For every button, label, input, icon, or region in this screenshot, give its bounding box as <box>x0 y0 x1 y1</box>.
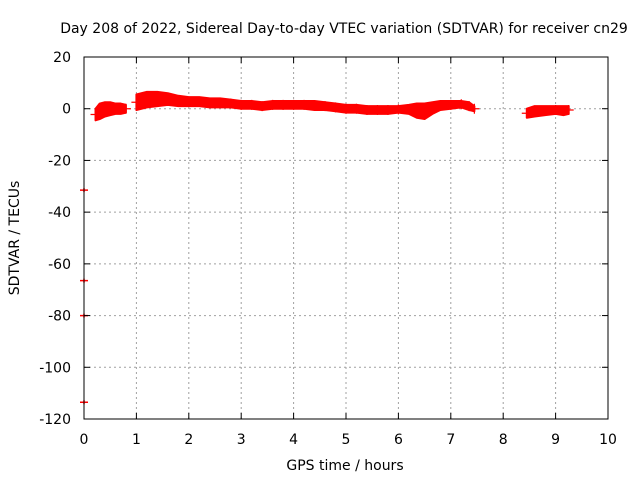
x-tick-label: 7 <box>446 432 455 448</box>
data-point <box>288 99 299 110</box>
y-tick-label: 0 <box>62 102 71 118</box>
x-tick-label: 8 <box>499 432 508 448</box>
data-point <box>246 99 257 110</box>
chart-title: Day 208 of 2022, Sidereal Day-to-day VTE… <box>60 21 628 37</box>
x-tick-label: 3 <box>237 432 246 448</box>
data-point <box>558 105 569 116</box>
x-tick-label: 6 <box>394 432 403 448</box>
data-point <box>309 100 320 111</box>
data-point <box>267 99 278 110</box>
data-point <box>257 101 268 112</box>
data-point <box>403 104 414 115</box>
y-tick-label: -60 <box>48 257 71 273</box>
x-tick-label: 10 <box>599 432 617 448</box>
data-point <box>529 106 540 117</box>
data-point <box>435 100 446 111</box>
data-point <box>173 95 184 106</box>
data-point <box>141 94 152 105</box>
data-point <box>194 96 205 107</box>
y-tick-label: 20 <box>53 50 71 66</box>
y-axis-label: SDTVAR / TECUs <box>7 181 23 296</box>
data-point <box>521 108 532 119</box>
data-point <box>563 105 574 116</box>
data-point <box>419 106 430 117</box>
data-point <box>393 104 404 115</box>
data-point <box>204 97 215 108</box>
data-point <box>225 98 236 109</box>
data-point <box>278 99 289 110</box>
data-point <box>131 97 142 108</box>
x-tick-label: 5 <box>342 432 351 448</box>
data-point <box>94 106 105 117</box>
x-tick-label: 9 <box>551 432 560 448</box>
x-tick-label: 2 <box>184 432 193 448</box>
x-tick-label: 0 <box>80 432 89 448</box>
x-tick-label: 4 <box>289 432 298 448</box>
data-point <box>236 99 247 110</box>
y-tick-label: -20 <box>48 153 71 169</box>
data-point <box>351 103 362 114</box>
data-point <box>411 105 422 116</box>
data-point <box>550 105 561 116</box>
data-point <box>382 105 393 116</box>
data-point <box>341 103 351 114</box>
y-tick-label: -80 <box>48 309 71 325</box>
y-tick-label: -120 <box>39 412 71 428</box>
data-point <box>464 101 475 112</box>
data-point <box>372 105 383 116</box>
data-point <box>456 99 467 110</box>
data-point <box>540 105 551 116</box>
data-point <box>299 99 310 110</box>
data-point <box>445 99 456 110</box>
data-point <box>183 96 194 107</box>
data-point <box>427 103 438 114</box>
y-tick-label: -40 <box>48 205 71 221</box>
x-tick-label: 1 <box>132 432 141 448</box>
data-point <box>469 103 480 114</box>
data-point <box>152 94 163 105</box>
data-point <box>99 104 110 115</box>
data-point <box>215 97 226 108</box>
data-point <box>120 103 131 114</box>
data-point <box>330 102 341 113</box>
data-point <box>361 105 372 116</box>
ticks: 0 1 2 3 4 5 6 7 8 9 10 -120 -100 -80 -60 -40 -20 0 20 <box>39 50 617 448</box>
x-axis-label: GPS time / hours <box>286 458 403 474</box>
data-point <box>162 94 173 105</box>
data-point <box>320 101 331 112</box>
y-tick-label: -100 <box>39 360 71 376</box>
